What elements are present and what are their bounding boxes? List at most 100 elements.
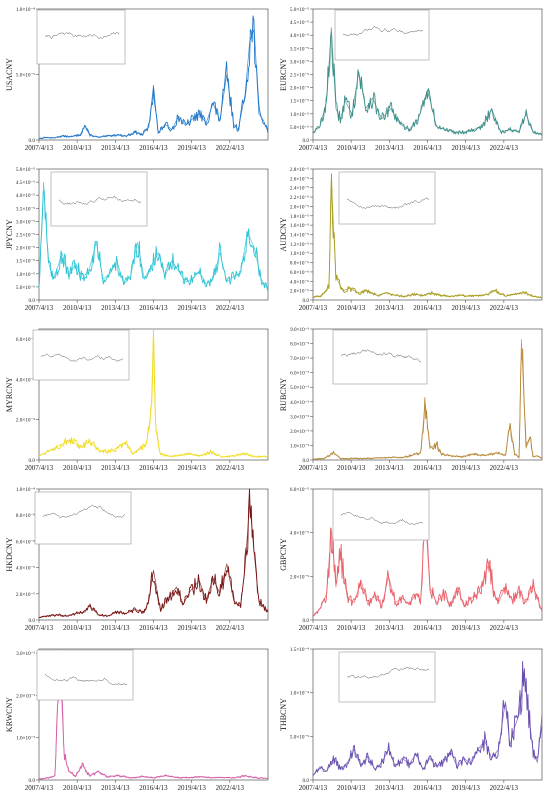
x-tick-label: 2010/4/13 [337, 144, 366, 152]
y-axis-label: THBCNY [279, 698, 288, 731]
x-tick-label: 2013/4/13 [375, 784, 404, 792]
series-line [312, 660, 543, 776]
y-axis-label: HKDCNY [5, 537, 14, 571]
x-tick-label: 2022/4/13 [490, 624, 519, 632]
x-tick-label: 2010/4/13 [63, 304, 92, 312]
chart-panel-jpycny: 0.0 5.0×10⁻⁶ 1.0×10⁻⁵ 1.5×10⁻⁵ 2.0×10⁻⁵ 2.5×1… [5, 167, 269, 312]
series-line [38, 488, 269, 619]
x-tick-label: 2013/4/13 [101, 144, 130, 152]
x-tick-label: 2007/4/13 [25, 464, 54, 472]
y-tick-label: 6.0×10⁻⁶ [290, 270, 309, 276]
inset-frame [332, 329, 428, 385]
x-tick-label: 2016/4/13 [139, 624, 168, 632]
y-tick-label: 2.2×10⁻⁵ [290, 195, 309, 201]
chart-panel-usacny: 0.0 5.0×10⁻⁵ 1.0×10⁻⁴ 2007/4/13 2010/4/13 201… [5, 7, 269, 152]
y-tick-label: 4.0×10⁻⁵ [16, 193, 35, 199]
y-tick-label: 2.0×10⁻³ [290, 429, 309, 435]
y-tick-label: 2.5×10⁻⁵ [16, 233, 35, 239]
y-tick-label: 4.0×10⁻⁴ [16, 377, 35, 383]
inset-line [44, 31, 120, 40]
y-tick-label: 1.2×10⁻⁵ [290, 242, 309, 248]
y-tick-label: 2.4×10⁻⁵ [290, 186, 309, 192]
inset-frame [36, 9, 126, 65]
series-line-peaks [312, 339, 543, 460]
series-line-peaks [38, 653, 269, 780]
x-tick-label: 2016/4/13 [413, 304, 442, 312]
y-tick-label: 2.0×10⁻⁵ [290, 204, 309, 210]
x-tick-label: 2019/4/13 [177, 624, 206, 632]
x-tick-label: 2022/4/13 [216, 304, 245, 312]
x-tick-label: 2022/4/13 [490, 784, 519, 792]
inset-line [340, 349, 422, 363]
series-line-peaks [38, 328, 269, 458]
inset-line [44, 674, 128, 685]
inset-frame [34, 491, 132, 545]
y-tick-label: 2.0×10⁻⁶ [290, 289, 309, 295]
series-line [38, 190, 269, 293]
x-tick-label: 2010/4/13 [63, 464, 92, 472]
chart-panel-thbcny: 0.0 5.0×10⁻⁵ 1.0×10⁻⁴ 1.5×10⁻⁴ 2007/4/13 2010… [279, 647, 543, 792]
y-tick-label: 1.0×10⁻⁵ [290, 251, 309, 257]
y-tick-label: 5.0×10⁻⁵ [16, 167, 35, 173]
x-tick-label: 2016/4/13 [139, 464, 168, 472]
x-tick-label: 2010/4/13 [337, 624, 366, 632]
chart-panel-eurcny: 0.0 5.0×10⁻⁶ 1.0×10⁻⁵ 1.5×10⁻⁵ 2.0×10⁻⁵ 2.5×1… [279, 7, 543, 152]
y-tick-label: 6.0×10⁻⁵ [290, 487, 309, 493]
chart-panel-hkdcny: 0.0 2.0×10⁻⁵ 4.0×10⁻⁵ 6.0×10⁻⁵ 8.0×10⁻⁵ 1.0×1… [5, 487, 269, 632]
x-tick-label: 2010/4/13 [337, 464, 366, 472]
x-tick-label: 2007/4/13 [299, 784, 328, 792]
x-tick-label: 2016/4/13 [139, 144, 168, 152]
inset-line [346, 666, 430, 679]
chart-panel-audcny: 0.0 2.0×10⁻⁶ 4.0×10⁻⁶ 6.0×10⁻⁶ 8.0×10⁻⁶ 1.0×1… [279, 167, 543, 312]
y-tick-label: 0.0 [303, 138, 310, 144]
x-tick-label: 2022/4/13 [216, 784, 245, 792]
y-tick-label: 1.5×10⁻⁴ [290, 647, 309, 653]
y-tick-label: 2.0×10⁻³ [16, 693, 35, 699]
inset-frame [332, 489, 430, 541]
x-tick-label: 2013/4/13 [375, 464, 404, 472]
y-tick-label: 7.0×10⁻³ [290, 356, 309, 362]
y-axis-label: USACNY [5, 58, 14, 91]
y-axis-label: KRWCNY [5, 697, 14, 732]
y-tick-label: 0.0 [29, 298, 36, 304]
y-tick-label: 4.5×10⁻⁵ [16, 180, 35, 186]
y-tick-label: 1.4×10⁻⁵ [290, 233, 309, 239]
inset-frame [338, 651, 436, 703]
x-tick-label: 2016/4/13 [413, 624, 442, 632]
y-tick-label: 2.8×10⁻⁵ [290, 167, 309, 173]
chart-panel-rubcny: 0.0 1.0×10⁻³ 2.0×10⁻³ 3.0×10⁻³ 4.0×10⁻³ 5.0×1… [279, 327, 543, 472]
x-tick-label: 2019/4/13 [177, 144, 206, 152]
x-tick-label: 2019/4/13 [177, 784, 206, 792]
x-tick-label: 2007/4/13 [299, 464, 328, 472]
y-tick-label: 4.0×10⁻⁶ [290, 279, 309, 285]
y-tick-label: 5.0×10⁻³ [290, 385, 309, 391]
x-tick-label: 2022/4/13 [490, 144, 519, 152]
y-axis-label: RUBCNY [279, 378, 288, 412]
x-tick-label: 2010/4/13 [63, 144, 92, 152]
y-tick-label: 1.8×10⁻⁵ [290, 214, 309, 220]
y-tick-label: 4.0×10⁻⁵ [290, 531, 309, 537]
x-tick-label: 2019/4/13 [451, 784, 480, 792]
y-tick-label: 1.5×10⁻⁵ [290, 99, 309, 105]
y-tick-label: 2.6×10⁻⁵ [290, 176, 309, 182]
inset-line [340, 512, 424, 525]
x-tick-label: 2007/4/13 [25, 784, 54, 792]
series-line-peaks [312, 27, 543, 136]
x-tick-label: 2022/4/13 [490, 464, 519, 472]
y-tick-label: 2.0×10⁻⁵ [16, 592, 35, 598]
series-line-peaks [312, 672, 543, 776]
x-tick-label: 2010/4/13 [63, 624, 92, 632]
inset-frame [50, 171, 148, 227]
y-axis-label: GBPCNY [279, 538, 288, 571]
y-tick-label: 3.0×10⁻⁵ [16, 219, 35, 225]
series-line-peaks [38, 182, 269, 290]
x-tick-label: 2007/4/13 [25, 144, 54, 152]
y-tick-label: 4.0×10⁻⁵ [16, 566, 35, 572]
x-tick-label: 2013/4/13 [375, 304, 404, 312]
y-tick-label: 4.0×10⁻³ [290, 400, 309, 406]
x-tick-label: 2013/4/13 [375, 144, 404, 152]
y-tick-label: 3.5×10⁻⁵ [16, 206, 35, 212]
chart-panel-myrcny: 0.0 2.0×10⁻⁴ 4.0×10⁻⁴ 6.0×10⁻⁴ 2007/4/13 2010… [5, 328, 269, 472]
y-tick-label: 3.0×10⁻³ [16, 651, 35, 657]
y-tick-label: 5.0×10⁻⁶ [16, 285, 35, 291]
